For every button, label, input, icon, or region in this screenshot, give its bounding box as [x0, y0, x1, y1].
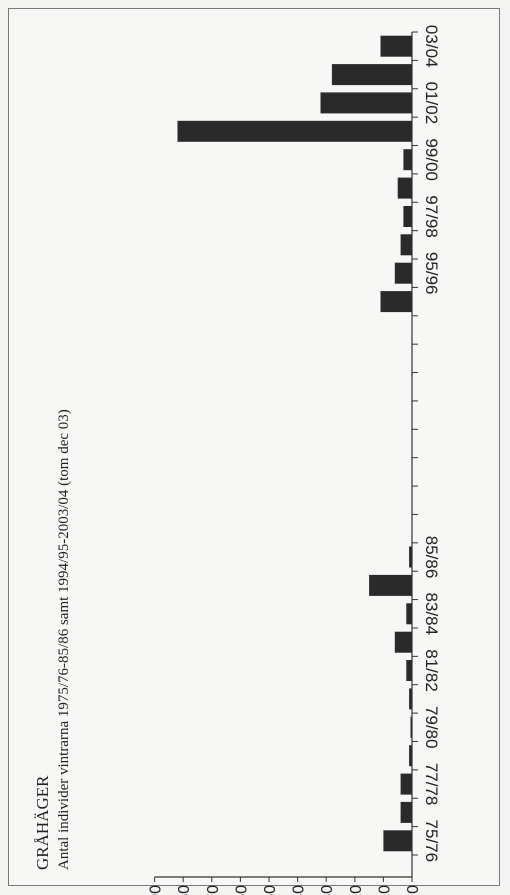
value-tick-label: 90: [148, 885, 165, 895]
value-tick-label: 40: [291, 885, 308, 895]
category-label: 99/00: [422, 138, 441, 181]
bar-96-97: [400, 234, 412, 256]
bar-77-78: [400, 773, 412, 795]
category-label: 95/96: [422, 252, 441, 295]
bar-03-04: [380, 35, 412, 57]
chart-frame: [8, 8, 500, 886]
value-tick-label: 20: [348, 885, 365, 895]
bar-94-95: [380, 291, 412, 313]
bar-98-99: [397, 177, 412, 199]
value-tick-label: 0: [405, 885, 422, 894]
bar-00-01: [177, 120, 412, 142]
category-label: 77/78: [422, 763, 441, 806]
bar-85-86: [409, 546, 412, 568]
category-label: 79/80: [422, 706, 441, 749]
category-label: 75/76: [422, 820, 441, 863]
value-tick-label: 30: [319, 885, 336, 895]
bar-82-83: [394, 631, 412, 653]
bar-95-96: [394, 262, 412, 284]
bar-75-76: [383, 830, 412, 852]
category-label: 03/04: [422, 25, 441, 68]
bar-83-84: [406, 603, 412, 625]
category-label: 97/98: [422, 195, 441, 238]
chart-title: GRÅHÄGER: [33, 775, 52, 870]
bar-99-00: [403, 149, 412, 171]
category-label: 81/82: [422, 649, 441, 692]
bar-97-98: [403, 206, 412, 227]
bar-79-80: [410, 716, 412, 738]
bar-84-85: [369, 574, 412, 596]
value-tick-label: 50: [262, 885, 279, 895]
bar-02-03: [331, 64, 412, 86]
bar-01-02: [320, 92, 412, 114]
value-tick-label: 70: [205, 885, 222, 895]
value-tick-label: 10: [376, 885, 393, 895]
bar-76-77: [400, 801, 412, 823]
value-tick-label: 60: [233, 885, 250, 895]
category-label: 83/84: [422, 593, 441, 636]
category-label: 85/86: [422, 536, 441, 579]
chart-subtitle: Antal individer vintrarna 1975/76-85/86 …: [56, 409, 72, 870]
bar-81-82: [406, 660, 412, 681]
value-tick-label: 80: [176, 885, 193, 895]
bar-78-79: [409, 745, 412, 767]
category-label: 01/02: [422, 82, 441, 125]
bar-80-81: [409, 688, 412, 710]
